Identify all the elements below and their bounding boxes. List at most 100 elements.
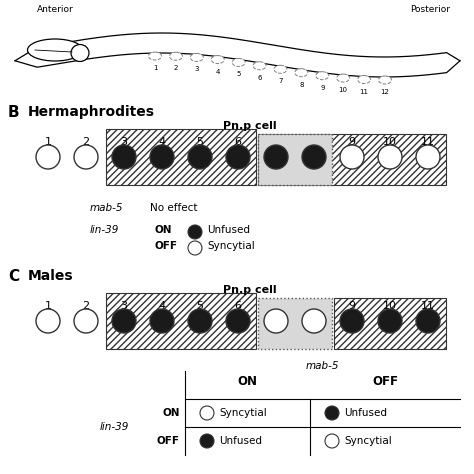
Ellipse shape bbox=[169, 52, 182, 60]
Bar bbox=[334, 298, 446, 349]
Text: 4: 4 bbox=[216, 69, 220, 74]
Text: 6: 6 bbox=[235, 137, 241, 147]
Circle shape bbox=[188, 309, 212, 333]
Text: Pn.p cell: Pn.p cell bbox=[223, 285, 277, 295]
Text: ON: ON bbox=[163, 408, 180, 418]
Bar bbox=[258, 134, 332, 185]
Text: Unfused: Unfused bbox=[207, 225, 250, 235]
Circle shape bbox=[416, 309, 440, 333]
Circle shape bbox=[302, 145, 326, 169]
Text: Unfused: Unfused bbox=[344, 408, 387, 418]
Ellipse shape bbox=[232, 58, 245, 66]
Circle shape bbox=[36, 309, 60, 333]
Circle shape bbox=[188, 145, 212, 169]
Text: 11: 11 bbox=[421, 137, 435, 147]
Text: 7: 7 bbox=[273, 137, 280, 147]
Circle shape bbox=[188, 225, 202, 239]
Circle shape bbox=[325, 406, 339, 420]
Circle shape bbox=[36, 145, 60, 169]
Text: Males: Males bbox=[28, 269, 73, 283]
Bar bbox=[258, 298, 332, 349]
Text: lin-39: lin-39 bbox=[90, 225, 119, 235]
Text: 1: 1 bbox=[45, 301, 52, 311]
Circle shape bbox=[200, 406, 214, 420]
Bar bbox=[106, 293, 256, 349]
Circle shape bbox=[150, 309, 174, 333]
Text: 11: 11 bbox=[421, 301, 435, 311]
Text: OFF: OFF bbox=[372, 375, 398, 388]
Ellipse shape bbox=[295, 69, 308, 77]
Text: 2: 2 bbox=[82, 301, 90, 311]
Text: 8: 8 bbox=[310, 137, 318, 147]
Bar bbox=[258, 134, 446, 185]
Text: Hermaphrodites: Hermaphrodites bbox=[28, 105, 155, 119]
Text: 5: 5 bbox=[237, 72, 241, 77]
Text: Anterior: Anterior bbox=[36, 5, 73, 14]
Circle shape bbox=[325, 434, 339, 448]
Text: 3: 3 bbox=[194, 66, 199, 73]
Text: B: B bbox=[8, 105, 19, 120]
Text: 6: 6 bbox=[235, 301, 241, 311]
Circle shape bbox=[74, 309, 98, 333]
Circle shape bbox=[340, 145, 364, 169]
Text: 2: 2 bbox=[174, 65, 178, 71]
Circle shape bbox=[302, 309, 326, 333]
Text: mab-5: mab-5 bbox=[306, 361, 339, 371]
Ellipse shape bbox=[337, 74, 350, 82]
Circle shape bbox=[264, 145, 288, 169]
Circle shape bbox=[226, 309, 250, 333]
Text: 11: 11 bbox=[360, 89, 369, 94]
Ellipse shape bbox=[191, 54, 203, 62]
Circle shape bbox=[378, 145, 402, 169]
Ellipse shape bbox=[274, 65, 287, 73]
Text: 8: 8 bbox=[299, 82, 304, 88]
Circle shape bbox=[74, 145, 98, 169]
Text: Pn.p cell: Pn.p cell bbox=[223, 121, 277, 131]
Text: 3: 3 bbox=[120, 301, 128, 311]
Text: 7: 7 bbox=[273, 301, 280, 311]
Text: C: C bbox=[8, 269, 19, 284]
Text: mab-5: mab-5 bbox=[90, 203, 124, 213]
Ellipse shape bbox=[379, 76, 392, 84]
Text: ON: ON bbox=[237, 375, 257, 388]
Text: Posterior: Posterior bbox=[410, 5, 450, 14]
Ellipse shape bbox=[357, 75, 371, 83]
Circle shape bbox=[416, 145, 440, 169]
Circle shape bbox=[264, 309, 288, 333]
Text: Syncytial: Syncytial bbox=[344, 436, 392, 446]
Text: 12: 12 bbox=[381, 89, 390, 95]
Text: 9: 9 bbox=[348, 301, 356, 311]
Circle shape bbox=[188, 241, 202, 255]
Text: 10: 10 bbox=[339, 87, 348, 93]
Circle shape bbox=[340, 309, 364, 333]
Text: 1: 1 bbox=[45, 137, 52, 147]
Ellipse shape bbox=[253, 62, 266, 70]
Text: 3: 3 bbox=[120, 137, 128, 147]
Text: 1: 1 bbox=[153, 65, 157, 71]
Ellipse shape bbox=[316, 72, 329, 80]
Text: OFF: OFF bbox=[157, 436, 180, 446]
Text: Syncytial: Syncytial bbox=[219, 408, 267, 418]
Bar bbox=[106, 129, 256, 185]
Circle shape bbox=[200, 434, 214, 448]
Circle shape bbox=[150, 145, 174, 169]
Text: 2: 2 bbox=[82, 137, 90, 147]
Ellipse shape bbox=[27, 39, 82, 61]
Text: lin-39: lin-39 bbox=[100, 422, 129, 432]
Text: 10: 10 bbox=[383, 301, 397, 311]
Text: Unfused: Unfused bbox=[219, 436, 262, 446]
Text: OFF: OFF bbox=[155, 241, 178, 251]
Ellipse shape bbox=[148, 52, 162, 60]
Text: 9: 9 bbox=[320, 85, 325, 91]
Text: ON: ON bbox=[155, 225, 173, 235]
Text: 8: 8 bbox=[310, 301, 318, 311]
Text: 9: 9 bbox=[348, 137, 356, 147]
Text: 5: 5 bbox=[197, 301, 203, 311]
Ellipse shape bbox=[211, 55, 224, 64]
Text: 5: 5 bbox=[197, 137, 203, 147]
Circle shape bbox=[378, 309, 402, 333]
Circle shape bbox=[226, 145, 250, 169]
Text: 4: 4 bbox=[158, 301, 165, 311]
Text: 10: 10 bbox=[383, 137, 397, 147]
Text: 4: 4 bbox=[158, 137, 165, 147]
